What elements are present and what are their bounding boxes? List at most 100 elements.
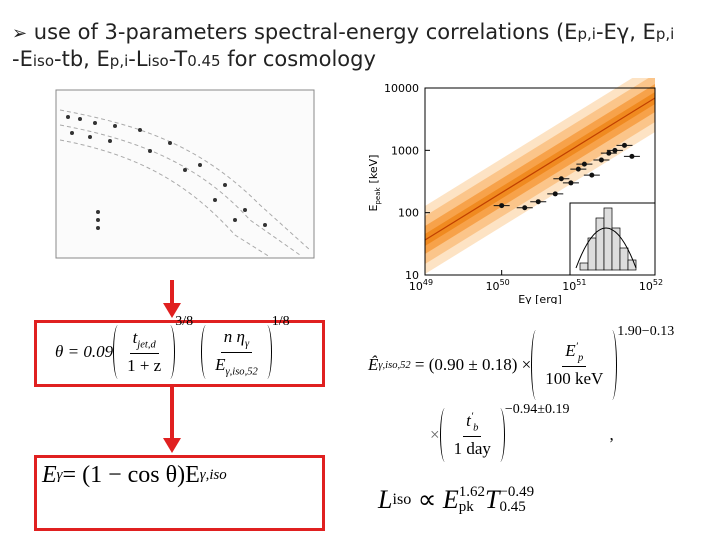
text-piece: γ,iso,52 xyxy=(225,365,258,377)
x-tick-exponent: 52 xyxy=(653,278,663,287)
x-tick-label: 1052 xyxy=(639,278,663,293)
point xyxy=(568,180,574,186)
text-piece: -Eγ, E xyxy=(595,20,656,44)
x-tick-exponent: 51 xyxy=(576,278,586,287)
text-piece: E xyxy=(42,461,57,488)
text-piece: tjet,d xyxy=(129,328,159,354)
formula-box-2 xyxy=(34,455,325,531)
text-piece: ′ xyxy=(470,411,474,423)
y-tick-label: 1000 xyxy=(391,144,419,157)
text-piece xyxy=(223,183,227,187)
text-piece xyxy=(607,330,618,400)
text-piece xyxy=(201,325,211,379)
text-piece: 0.45 xyxy=(187,52,221,70)
text-piece xyxy=(66,115,70,119)
title-line-2: -Eiso-tb, Ep,i-Liso-T0.45 for cosmology xyxy=(12,47,376,71)
formula-4: × t′b 1 day −0.94±0.19 , xyxy=(430,400,614,470)
text-piece: −0.94±0.19 xyxy=(504,402,570,417)
text-piece: E′p 100 keV xyxy=(545,341,603,388)
text-piece: −0.49 0.45 xyxy=(499,485,534,515)
text-piece xyxy=(439,408,450,462)
text-piece xyxy=(243,208,247,212)
inset-bar xyxy=(595,217,605,271)
text-piece xyxy=(93,121,97,125)
text-piece: γ,iso,52 xyxy=(378,359,411,371)
point xyxy=(558,176,564,182)
text-piece: t xyxy=(132,328,138,348)
text-piece: 1.90−0.13 xyxy=(617,324,675,339)
text-piece: = (1 − cos θ)E xyxy=(62,461,200,488)
text-piece: b xyxy=(473,422,479,434)
text-piece: 1.62 xyxy=(458,484,485,500)
text-piece: γ,iso xyxy=(199,466,227,483)
inset-curve xyxy=(575,227,637,269)
text-piece xyxy=(233,218,237,222)
text-piece xyxy=(165,325,176,379)
point xyxy=(589,172,595,178)
point xyxy=(575,166,581,172)
text-piece: iso xyxy=(392,491,412,508)
text-piece xyxy=(183,168,187,172)
text-piece: for cosmology xyxy=(220,47,376,71)
text-piece: jet,d xyxy=(137,339,156,351)
inset-bar xyxy=(579,262,589,271)
text-piece: iso xyxy=(32,52,55,70)
point xyxy=(598,157,604,163)
text-piece xyxy=(96,210,100,214)
text-piece xyxy=(96,226,100,230)
formula-box-1 xyxy=(34,320,325,387)
text-piece: -T xyxy=(168,47,188,71)
text-piece: = (0.90 ± 0.18) × xyxy=(414,355,532,374)
text-piece xyxy=(262,325,272,379)
text-piece: θ = 0.09 xyxy=(55,342,114,361)
text-piece: γ xyxy=(56,466,63,483)
text-piece: 1/8 xyxy=(271,314,290,329)
text-piece: 0.45 xyxy=(499,499,526,515)
text-piece xyxy=(59,139,271,258)
text-piece: ➢ xyxy=(12,23,28,44)
title-line-1: ➢ use of 3-parameters spectral-energy co… xyxy=(12,20,674,44)
y-label-unit: [keV] xyxy=(367,155,380,184)
text-piece: 3/8 xyxy=(175,314,194,329)
y-tick-label: 100 xyxy=(398,207,419,220)
x-tick-label: 1049 xyxy=(409,278,433,293)
x-tick-label: 1051 xyxy=(562,278,586,293)
inset-bar xyxy=(619,247,629,271)
text-piece: n ηγ Eγ,iso,52 xyxy=(215,327,258,377)
text-piece: T xyxy=(485,485,500,514)
text-piece: p,i xyxy=(109,52,129,70)
text-piece: 1 day xyxy=(453,438,491,458)
point xyxy=(629,153,635,159)
point xyxy=(499,203,505,209)
text-piece: Ê xyxy=(368,355,379,374)
text-piece: t′b 1 day xyxy=(454,411,491,458)
text-piece: n ηγ xyxy=(220,327,253,353)
point xyxy=(535,199,541,205)
text-piece xyxy=(213,198,217,202)
text-piece xyxy=(96,218,100,222)
inset-bar xyxy=(627,259,637,271)
left-plot xyxy=(55,89,315,259)
x-tick-base: 10 xyxy=(486,280,500,293)
inset xyxy=(569,202,656,276)
text-piece: Eγ,iso,52 xyxy=(215,353,258,377)
text-piece xyxy=(113,124,117,128)
text-piece: 100 keV xyxy=(545,368,604,388)
text-piece: ∝ xyxy=(417,485,437,514)
text-piece xyxy=(113,325,123,379)
text-piece xyxy=(88,135,92,139)
inset-bar xyxy=(603,207,613,271)
formula-1: θ = 0.09 tjet,d 1 + z 3/8 n ηγ Eγ,iso,52 1/8 xyxy=(55,314,290,384)
inset-bar xyxy=(587,237,597,271)
text-piece xyxy=(163,438,181,453)
fit-line xyxy=(424,97,656,241)
text-piece: ′ xyxy=(575,341,578,353)
x-axis-label: Eγ [erg] xyxy=(518,293,562,304)
y-label-main: E xyxy=(367,205,380,212)
point xyxy=(552,191,558,197)
y-tick-label: 10000 xyxy=(384,82,419,95)
